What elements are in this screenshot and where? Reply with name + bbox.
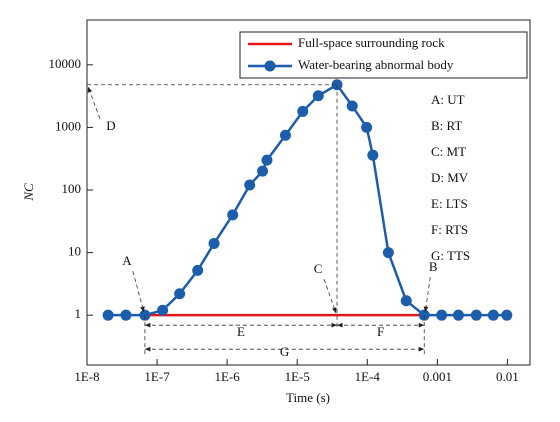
key-text: D: MV — [431, 170, 469, 185]
data-point — [257, 165, 269, 177]
data-point — [157, 304, 169, 316]
y-tick-label: 1000 — [55, 118, 81, 133]
y-tick-label: 10 — [68, 244, 81, 259]
annotation: E — [237, 324, 245, 339]
annotation: D — [106, 118, 115, 133]
key-text: C: MT — [431, 144, 466, 159]
data-point — [400, 295, 412, 307]
y-tick-label: 1 — [75, 306, 82, 321]
data-point — [346, 100, 358, 112]
data-point — [102, 309, 114, 321]
arrow-head — [423, 306, 429, 313]
data-point — [244, 179, 256, 191]
y-axis-label: NC — [21, 183, 36, 202]
arrow-head — [418, 322, 425, 328]
x-tick-label: 1E-5 — [285, 369, 310, 384]
arrow-head — [331, 307, 337, 314]
x-tick-label: 1E-4 — [355, 369, 381, 384]
legend-box — [239, 31, 528, 79]
data-point — [501, 309, 513, 321]
arrow-head — [140, 306, 145, 313]
data-point — [297, 105, 309, 117]
data-point — [361, 121, 373, 133]
data-point — [120, 309, 132, 321]
arrow-head — [331, 322, 338, 328]
data-point — [436, 309, 448, 321]
plot-frame — [86, 19, 531, 366]
annotation: B — [429, 259, 438, 274]
data-point — [312, 90, 324, 102]
arrow — [424, 277, 431, 313]
legend-label: Full-space surrounding rock — [298, 35, 445, 50]
arrow-head — [337, 322, 343, 328]
x-tick-label: 0.01 — [496, 369, 519, 384]
y-tick-label: 100 — [62, 181, 82, 196]
data-point — [261, 154, 273, 166]
annotation: A — [122, 253, 132, 268]
data-point — [192, 264, 204, 276]
x-tick-label: 1E-7 — [144, 369, 170, 384]
arrow-head — [87, 86, 93, 93]
data-point — [452, 309, 464, 321]
y-tick-label: 10000 — [49, 56, 82, 71]
x-tick-label: 1E-8 — [74, 369, 99, 384]
data-point — [470, 309, 482, 321]
arrow-head — [144, 322, 151, 328]
data-point — [367, 149, 379, 161]
key-text: A: UT — [431, 92, 465, 107]
arrow-head — [418, 346, 425, 352]
arrow — [132, 271, 145, 313]
annotation: G — [280, 344, 289, 359]
arrow — [323, 279, 337, 314]
data-point — [174, 288, 186, 300]
data-point — [227, 209, 239, 221]
legend-label: Water-bearing abnormal body — [298, 57, 454, 72]
data-point — [487, 309, 499, 321]
legend-marker — [264, 60, 276, 72]
x-axis-label: Time (s) — [286, 390, 330, 405]
annotation: C — [314, 261, 323, 276]
x-tick-label: 1E-6 — [215, 369, 241, 384]
data-point — [382, 247, 394, 259]
data-point — [279, 129, 291, 141]
arrow — [87, 86, 101, 119]
x-tick-label: 0.001 — [423, 369, 452, 384]
key-text: F: RTS — [431, 222, 468, 237]
key-text: E: LTS — [431, 196, 468, 211]
key-text: B: RT — [431, 118, 462, 133]
data-point — [208, 237, 220, 249]
annotation: F — [377, 324, 384, 339]
key-text: G: TTS — [431, 248, 470, 263]
arrow-head — [144, 346, 151, 352]
